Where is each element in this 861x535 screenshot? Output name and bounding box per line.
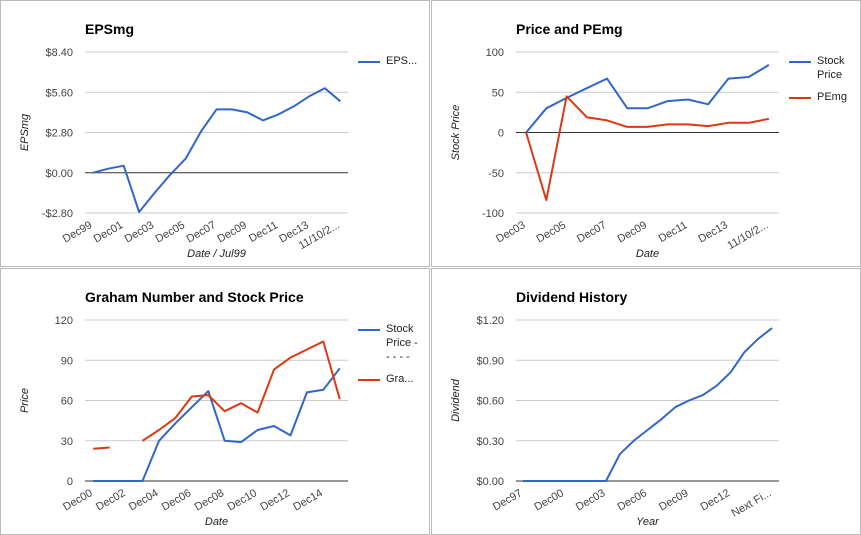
legend-swatch xyxy=(789,61,811,63)
legend-label: EPS... xyxy=(386,55,418,67)
legend-entry: EPS... xyxy=(358,54,420,68)
y-tick-label: 120 xyxy=(55,315,73,327)
y-tick-label: 90 xyxy=(61,355,73,367)
y-axis-label: Price xyxy=(19,388,31,413)
x-axis-label: Date / Jul99 xyxy=(187,248,246,260)
y-tick-label: $0.90 xyxy=(476,355,504,367)
series-line xyxy=(92,87,341,213)
y-tick-label: $5.60 xyxy=(45,87,73,99)
legend-swatch xyxy=(358,379,380,381)
legend-label: Gra... xyxy=(386,373,414,385)
legend-label: PEmg xyxy=(817,91,847,103)
chart-title: Graham Number and Stock Price xyxy=(85,289,304,305)
legend-entry: Stock Price - - - - - xyxy=(358,322,420,364)
x-axis-label: Date xyxy=(205,516,228,528)
y-axis-label: Stock Price xyxy=(450,105,462,161)
y-tick-label: -100 xyxy=(482,208,504,220)
y-tick-label: $8.40 xyxy=(45,47,73,59)
y-tick-label: 50 xyxy=(492,87,504,99)
chart-title: EPSmg xyxy=(85,21,134,37)
y-tick-label: 30 xyxy=(61,436,73,448)
legend-swatch xyxy=(358,61,380,63)
series-line xyxy=(522,327,773,482)
chart-title: Dividend History xyxy=(516,289,627,305)
legend-entry: Stock Price xyxy=(789,54,851,82)
y-axis-label: EPSmg xyxy=(19,113,31,151)
series-line xyxy=(93,340,341,450)
y-tick-label: $0.60 xyxy=(476,396,504,408)
y-tick-label: 100 xyxy=(486,47,504,59)
x-axis-label: Date xyxy=(636,248,659,260)
y-tick-label: $0.00 xyxy=(45,168,73,180)
legend-label: Stock Price - - - - - xyxy=(386,323,418,363)
series-line xyxy=(525,95,770,202)
y-tick-label: 0 xyxy=(67,476,73,488)
x-axis-label: Year xyxy=(636,516,660,528)
y-axis-label: Dividend xyxy=(450,378,462,422)
panel xyxy=(431,0,861,267)
y-tick-label: -$2.80 xyxy=(42,208,73,220)
legend-entry: Gra... xyxy=(358,372,420,386)
legend-entry: PEmg xyxy=(789,90,851,104)
y-tick-label: 60 xyxy=(61,396,73,408)
chart-title: Price and PEmg xyxy=(516,21,623,37)
y-tick-label: $0.30 xyxy=(476,436,504,448)
y-tick-label: 0 xyxy=(498,128,504,140)
y-tick-label: $0.00 xyxy=(476,476,504,488)
legend-label: Stock Price xyxy=(817,55,845,81)
series-line xyxy=(93,367,341,482)
y-tick-label: $2.80 xyxy=(45,128,73,140)
legend-swatch xyxy=(358,329,380,331)
panel xyxy=(0,0,430,267)
panel xyxy=(431,268,861,535)
y-tick-label: $1.20 xyxy=(476,315,504,327)
legend-swatch xyxy=(789,97,811,99)
y-tick-label: -50 xyxy=(488,168,504,180)
